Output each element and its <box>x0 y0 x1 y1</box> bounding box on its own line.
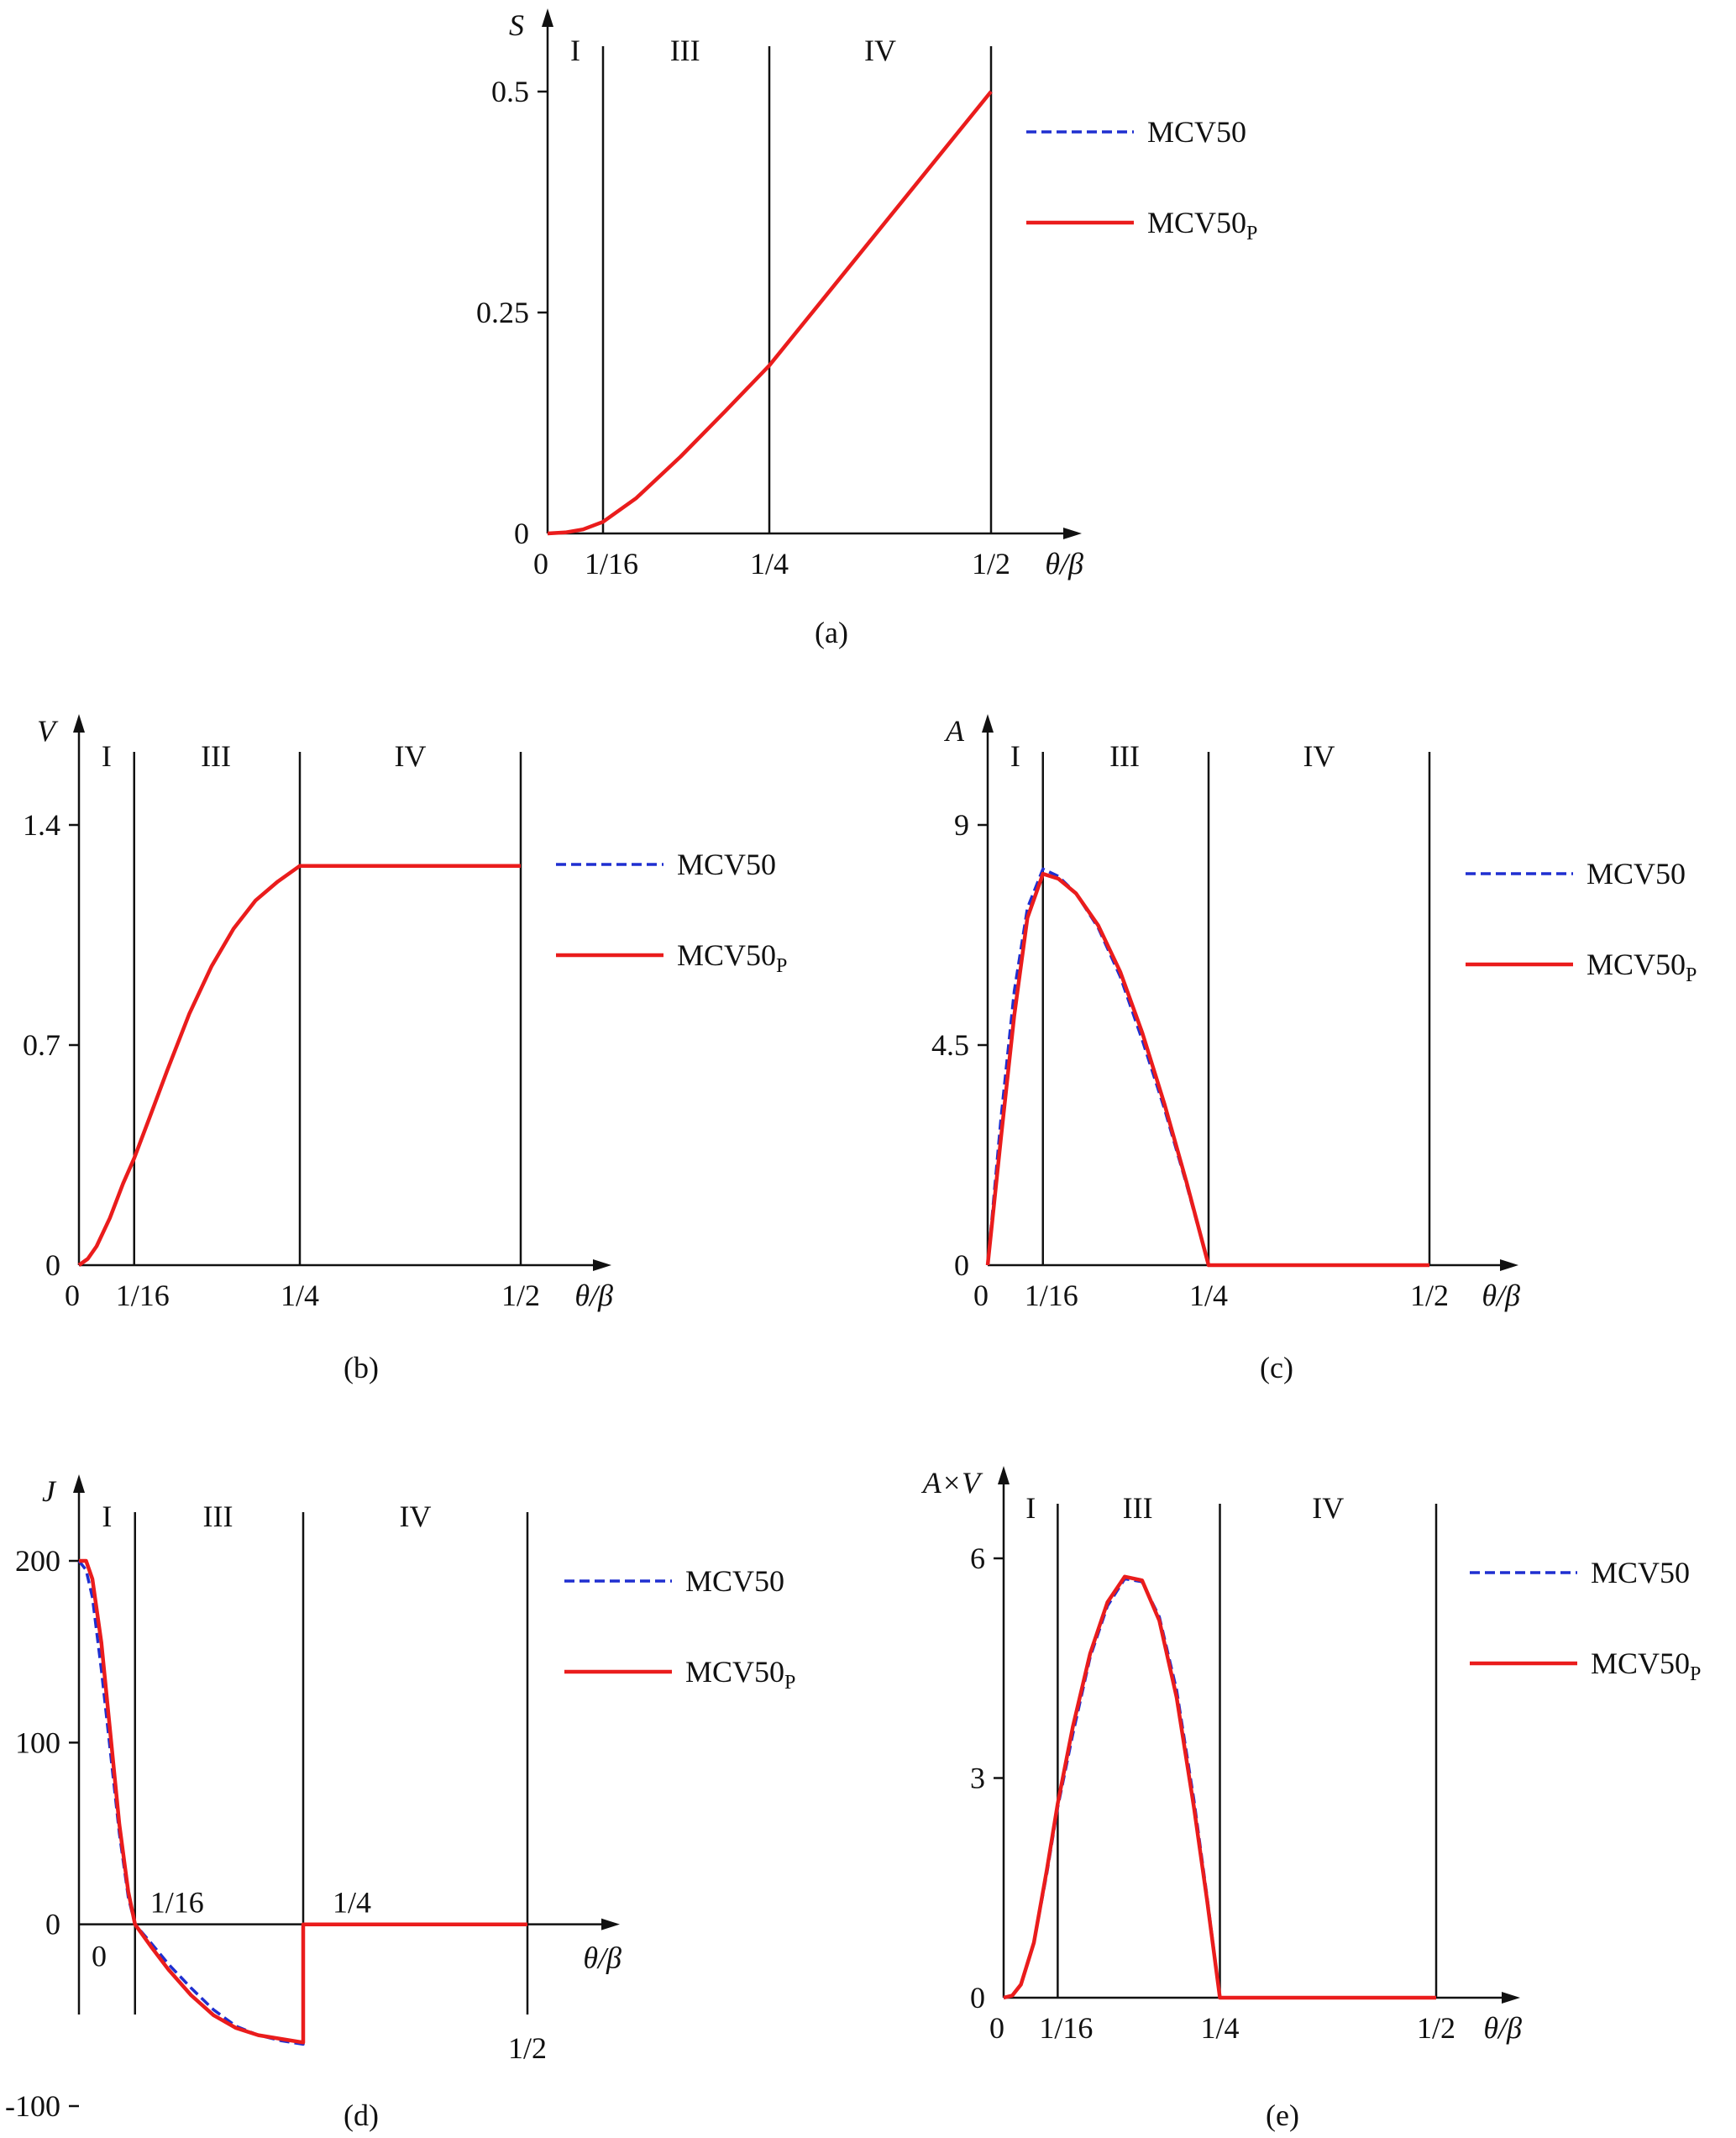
panel-caption: (a) <box>815 616 848 649</box>
y-tick-label: 0.25 <box>476 296 529 329</box>
series-line-mcv50p <box>1003 1574 1436 2000</box>
x-tick-label: 1/16 <box>1039 2011 1093 2045</box>
x-tick-label: 1/4 <box>1200 2011 1239 2045</box>
x-tick-label: 1/16 <box>1025 1279 1078 1312</box>
zone-label: I <box>102 1500 112 1533</box>
zone-label: IV <box>400 1500 432 1533</box>
zone-label: III <box>1123 1491 1153 1525</box>
legend-label: MCV50 <box>1587 857 1686 890</box>
zone-label: I <box>570 34 580 67</box>
legend-label: MCV50P <box>677 938 787 977</box>
y-axis-label: A×V <box>921 1466 983 1500</box>
legend-label: MCV50 <box>677 848 776 881</box>
x-tick-label: 1/2 <box>1417 2011 1455 2045</box>
panel-caption: (e) <box>1266 2099 1299 2132</box>
zone-label: III <box>203 1500 233 1533</box>
series-line-mcv50p <box>77 864 521 1267</box>
x-axis-arrow <box>601 1918 620 1931</box>
y-axis-arrow <box>982 714 994 733</box>
zone-label: I <box>1010 739 1020 773</box>
legend-label: MCV50P <box>1591 1647 1701 1685</box>
series-line-mcv50p <box>985 871 1429 1268</box>
x-axis-arrow <box>1063 528 1082 539</box>
y-tick-label: 9 <box>954 808 969 842</box>
x-tick-label: 1/2 <box>501 1279 540 1312</box>
zone-label: I <box>1025 1491 1036 1525</box>
legend-label: MCV50 <box>1591 1556 1690 1589</box>
y-tick-label: 0 <box>954 1248 969 1282</box>
y-tick-label: 100 <box>15 1726 60 1759</box>
y-tick-label: 0 <box>514 517 529 550</box>
x-tick-label: 0 <box>65 1279 80 1312</box>
y-axis-label: V <box>37 714 59 748</box>
zone-label: III <box>201 739 231 773</box>
x-tick-label: 0 <box>973 1279 989 1312</box>
x-tick-label: 0 <box>92 1940 107 1973</box>
x-tick-label: 1/4 <box>281 1279 319 1312</box>
x-tick-label: 1/16 <box>150 1886 204 1920</box>
y-axis-arrow <box>542 8 553 27</box>
legend-label: MCV50 <box>1147 115 1246 149</box>
y-tick-label: 1.4 <box>23 808 60 842</box>
x-axis-arrow <box>1502 1992 1520 2004</box>
y-tick-label: 3 <box>970 1762 985 1795</box>
x-tick-label: 1/4 <box>750 547 789 580</box>
x-axis-arrow <box>593 1259 611 1271</box>
y-axis-label: A <box>944 714 965 748</box>
x-tick-label: 0 <box>533 547 548 580</box>
x-axis-label: θ/β <box>1482 1279 1520 1312</box>
y-axis-label: S <box>509 8 524 42</box>
y-axis-arrow <box>73 1474 85 1493</box>
x-axis-label: θ/β <box>583 1941 621 1975</box>
zone-label: IV <box>1303 739 1335 773</box>
x-tick-label: 1/16 <box>585 547 638 580</box>
y-tick-label: 6 <box>970 1542 985 1575</box>
x-tick-label: 1/2 <box>508 2031 547 2065</box>
y-tick-label: 0.5 <box>491 75 529 108</box>
y-tick-label: 200 <box>15 1544 60 1578</box>
legend-label: MCV50P <box>1587 948 1697 986</box>
panel-caption: (b) <box>344 1351 379 1384</box>
x-tick-label: 1/16 <box>116 1279 170 1312</box>
zone-label: I <box>102 739 112 773</box>
x-axis-label: θ/β <box>1483 2011 1522 2045</box>
y-tick-label: 0 <box>970 1981 985 2015</box>
x-axis-label: θ/β <box>574 1279 613 1312</box>
zone-label: III <box>670 34 700 67</box>
legend-label: MCV50P <box>1147 206 1257 244</box>
panel-caption: (d) <box>344 2099 379 2132</box>
legend-label: MCV50 <box>685 1564 784 1598</box>
x-axis-arrow <box>1500 1259 1518 1271</box>
y-tick-label: 4.5 <box>931 1028 969 1062</box>
zone-label: III <box>1109 739 1140 773</box>
series-line-mcv50p <box>547 90 993 536</box>
zone-label: IV <box>1312 1491 1344 1525</box>
x-tick-label: 0 <box>989 2011 1004 2045</box>
legend-label: MCV50P <box>685 1655 795 1694</box>
x-tick-label: 1/2 <box>1410 1279 1449 1312</box>
x-tick-label: 1/4 <box>333 1886 371 1920</box>
y-axis-arrow <box>73 714 85 733</box>
x-tick-label: 1/2 <box>972 547 1010 580</box>
y-tick-label: 0 <box>45 1248 60 1282</box>
y-axis-label: J <box>42 1474 57 1508</box>
zone-label: IV <box>864 34 896 67</box>
x-axis-label: θ/β <box>1045 547 1083 580</box>
y-tick-label: 0.7 <box>23 1028 60 1062</box>
zone-label: IV <box>395 739 427 773</box>
panel-caption: (c) <box>1260 1351 1293 1384</box>
y-tick-label: 0 <box>45 1908 60 1941</box>
y-tick-label: -100 <box>5 2089 60 2123</box>
y-axis-arrow <box>998 1466 1010 1484</box>
x-tick-label: 1/4 <box>1189 1279 1228 1312</box>
series-line-mcv50p <box>79 1558 527 2045</box>
